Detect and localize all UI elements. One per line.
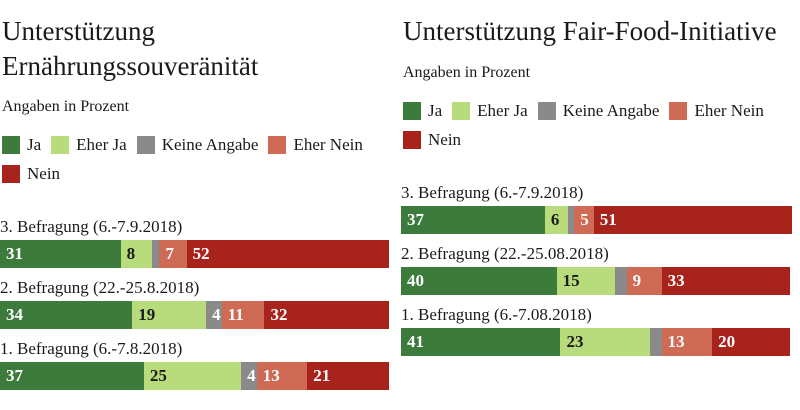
legend-swatch-eher-nein bbox=[669, 101, 688, 120]
legend-item-eher-nein: Eher Nein bbox=[669, 100, 764, 121]
bar-segment-nein: 32 bbox=[264, 301, 389, 330]
bar-row-label: 1. Befragung (6.-7.8.2018) bbox=[0, 339, 183, 359]
bar-rows: 3. Befragung (6.-7.9.2018) 37 6 5 51 2. Befra… bbox=[401, 182, 793, 356]
legend-label: Ja bbox=[428, 100, 443, 120]
legend: Ja Eher Ja Keine Angabe Eher Nein Nein bbox=[2, 135, 389, 184]
bar-segment-nein: 20 bbox=[712, 327, 790, 356]
legend-item-eher-nein: Eher Nein bbox=[268, 135, 363, 155]
bar-row-label: 2. Befragung (22.-25.08.2018) bbox=[401, 243, 609, 263]
legend-label: Eher Ja bbox=[477, 100, 528, 120]
bar-segment-keine-angabe bbox=[614, 266, 627, 295]
chart-panel-fair-food-initiative: Unterstützung Fair-Food-Initiative Angab… bbox=[401, 0, 793, 410]
bar-segment-nein: 52 bbox=[186, 240, 389, 269]
legend-label: Nein bbox=[27, 164, 61, 184]
legend-label: Keine Angabe bbox=[161, 135, 259, 155]
legend-item-ja: Ja bbox=[2, 135, 41, 155]
bar-segment-keine-angabe bbox=[151, 240, 160, 269]
bar-segment-eher-ja: 6 bbox=[544, 205, 569, 234]
bar-segment-eher-nein: 11 bbox=[221, 301, 265, 330]
legend-item-ja: Ja bbox=[403, 101, 442, 121]
legend-item-keine-angabe: Keine Angabe bbox=[537, 100, 660, 121]
chart-title: Unterstützung Fair-Food-Initiative bbox=[403, 16, 777, 46]
bar-row-label: 3. Befragung (6.-7.9.2018) bbox=[0, 217, 183, 237]
chart-subtitle: Angaben in Prozent bbox=[2, 98, 130, 116]
bar-segment-eher-nein: 13 bbox=[256, 362, 308, 391]
bar-segment-eher-nein: 7 bbox=[159, 240, 187, 269]
bar-segment-ja: 40 bbox=[401, 266, 557, 295]
bar-segment-eher-ja: 19 bbox=[132, 301, 207, 330]
stacked-bar: 37 25 4 13 21 bbox=[0, 362, 389, 391]
legend-swatch-ja bbox=[2, 136, 20, 155]
legend-label: Eher Nein bbox=[694, 100, 764, 120]
bar-segment-eher-ja: 23 bbox=[560, 327, 650, 356]
chart-panel-ernaehrungssouveraenitaet: Unterstützung Ernährungssouveränität Ang… bbox=[0, 0, 389, 410]
legend-swatch-keine-angabe bbox=[537, 101, 556, 120]
bar-row-label: 1. Befragung (6.-7.08.2018) bbox=[401, 304, 592, 324]
bar-segment-ja: 37 bbox=[0, 362, 144, 391]
legend-swatch-eher-nein bbox=[268, 136, 287, 155]
stacked-bar: 31 8 7 52 bbox=[0, 240, 389, 269]
legend-swatch-nein bbox=[403, 130, 421, 149]
bar-segment-ja: 37 bbox=[401, 205, 545, 234]
stacked-bar: 34 19 4 11 32 bbox=[0, 301, 389, 330]
bar-segment-eher-ja: 25 bbox=[143, 362, 242, 391]
bar-segment-nein: 21 bbox=[307, 362, 389, 391]
legend-label: Nein bbox=[428, 129, 462, 149]
legend-swatch-eher-ja bbox=[452, 101, 471, 120]
legend-swatch-keine-angabe bbox=[136, 136, 155, 155]
legend-item-keine-angabe: Keine Angabe bbox=[136, 135, 259, 155]
bar-rows: 3. Befragung (6.-7.9.2018) 31 8 7 52 2. Befra… bbox=[0, 217, 389, 391]
bar-segment-eher-nein: 9 bbox=[626, 266, 662, 295]
bar-segment-nein: 33 bbox=[661, 266, 790, 295]
stacked-bar: 37 6 5 51 bbox=[401, 205, 793, 234]
legend-item-eher-ja: Eher Ja bbox=[51, 135, 127, 155]
legend-swatch-nein bbox=[2, 165, 20, 184]
legend-label: Ja bbox=[27, 135, 42, 155]
legend-label: Eher Nein bbox=[293, 135, 363, 155]
legend-item-nein: Nein bbox=[403, 130, 461, 150]
chart-subtitle: Angaben in Prozent bbox=[403, 63, 531, 81]
legend: Ja Eher Ja Keine Angabe Eher Nein Nein bbox=[403, 101, 790, 150]
legend-item-nein: Nein bbox=[2, 164, 60, 184]
legend-item-eher-ja: Eher Ja bbox=[452, 101, 528, 121]
bar-row-label: 2. Befragung (22.-25.8.2018) bbox=[0, 278, 200, 298]
legend-label: Eher Ja bbox=[76, 135, 127, 155]
stacked-bar: 41 23 13 20 bbox=[401, 327, 790, 356]
bar-segment-eher-nein: 5 bbox=[574, 205, 594, 234]
bar-segment-keine-angabe: 4 bbox=[241, 362, 257, 391]
chart-title: Unterstützung Ernährungssouveränität bbox=[2, 16, 259, 81]
bar-segment-keine-angabe: 4 bbox=[206, 301, 222, 330]
stacked-bar: 40 15 9 33 bbox=[401, 266, 790, 295]
legend-swatch-eher-ja bbox=[51, 136, 70, 155]
bar-segment-eher-ja: 8 bbox=[120, 240, 152, 269]
bar-segment-keine-angabe bbox=[568, 205, 575, 234]
bar-segment-ja: 34 bbox=[0, 301, 133, 330]
bar-segment-eher-nein: 13 bbox=[661, 327, 713, 356]
bar-segment-nein: 51 bbox=[593, 205, 793, 234]
bar-segment-keine-angabe bbox=[649, 327, 662, 356]
bar-row-label: 3. Befragung (6.-7.9.2018) bbox=[401, 182, 584, 202]
legend-swatch-ja bbox=[403, 101, 421, 120]
legend-label: Keine Angabe bbox=[562, 100, 660, 120]
bar-segment-ja: 41 bbox=[401, 327, 561, 356]
bar-segment-ja: 31 bbox=[0, 240, 121, 269]
bar-segment-eher-ja: 15 bbox=[556, 266, 615, 295]
